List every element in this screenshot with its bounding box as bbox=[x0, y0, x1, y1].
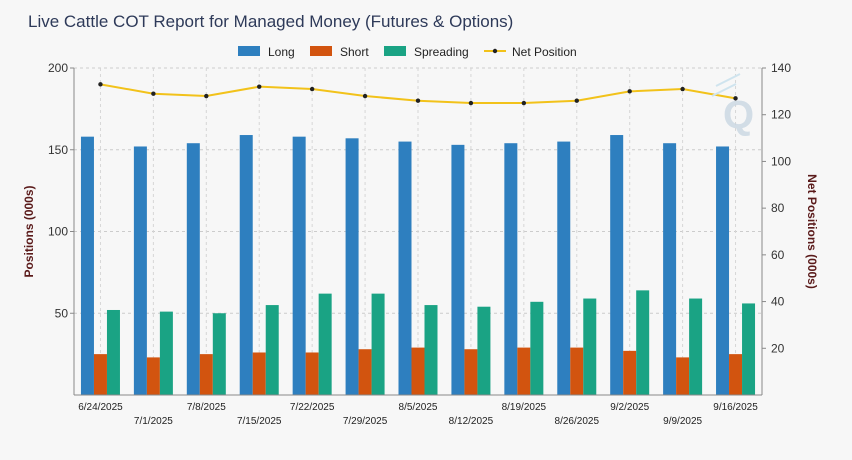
net-position-point bbox=[257, 84, 262, 89]
svg-text:Q: Q bbox=[723, 93, 754, 137]
long-bar bbox=[451, 144, 465, 395]
short-bar bbox=[305, 352, 319, 395]
spreading-bar bbox=[689, 298, 703, 395]
x-tick-label: 8/12/2025 bbox=[449, 416, 494, 427]
left-tick-label: 50 bbox=[55, 306, 69, 320]
short-bar bbox=[676, 357, 690, 395]
right-tick-label: 120 bbox=[771, 108, 791, 122]
x-tick-label: 8/26/2025 bbox=[555, 416, 600, 427]
right-tick-label: 60 bbox=[771, 248, 785, 262]
short-bar bbox=[570, 347, 584, 395]
left-tick-label: 200 bbox=[48, 61, 68, 75]
spreading-bar bbox=[742, 303, 756, 395]
y2-axis-title: Net Positions (000s) bbox=[805, 174, 819, 289]
x-tick-label: 7/1/2025 bbox=[134, 416, 173, 427]
right-tick-label: 40 bbox=[771, 295, 785, 309]
short-bar bbox=[411, 347, 425, 395]
long-bar bbox=[186, 143, 200, 395]
short-bar bbox=[729, 354, 743, 395]
spreading-bar bbox=[212, 313, 226, 395]
x-tick-label: 7/15/2025 bbox=[237, 416, 282, 427]
x-tick-label: 9/2/2025 bbox=[610, 402, 649, 413]
net-position-point bbox=[309, 86, 315, 92]
net-position-point bbox=[627, 89, 632, 94]
net-position-point bbox=[204, 93, 209, 99]
left-tick-label: 150 bbox=[48, 143, 68, 157]
legend-label-long: Long bbox=[268, 45, 295, 59]
right-tick-label: 20 bbox=[771, 341, 785, 355]
spreading-bar bbox=[583, 298, 597, 395]
long-bar bbox=[716, 146, 730, 395]
net-position-point bbox=[521, 100, 527, 106]
short-bar bbox=[517, 347, 531, 395]
net-position-point bbox=[733, 96, 738, 101]
x-tick-label: 8/5/2025 bbox=[399, 402, 438, 413]
y-axis-title: Positions (000s) bbox=[22, 185, 36, 277]
net-position-point bbox=[468, 100, 474, 106]
left-tick-label: 100 bbox=[48, 225, 68, 239]
x-tick-label: 9/9/2025 bbox=[663, 416, 702, 427]
net-position-point bbox=[574, 98, 579, 103]
spreading-bar bbox=[159, 311, 173, 395]
x-tick-label: 9/16/2025 bbox=[713, 402, 758, 413]
watermark-logo: Q bbox=[711, 73, 754, 137]
net-position-point bbox=[151, 91, 156, 96]
short-bar bbox=[146, 357, 160, 395]
right-tick-label: 80 bbox=[771, 201, 785, 215]
legend-swatch-long bbox=[238, 46, 260, 56]
long-bar bbox=[80, 136, 94, 396]
x-tick-label: 7/29/2025 bbox=[343, 416, 388, 427]
short-bar bbox=[623, 350, 637, 395]
short-bar bbox=[252, 352, 266, 395]
long-bar bbox=[398, 141, 412, 395]
long-bar bbox=[557, 141, 571, 395]
chart-title: Live Cattle COT Report for Managed Money… bbox=[28, 12, 514, 31]
right-tick-label: 100 bbox=[771, 154, 791, 168]
long-bar bbox=[133, 146, 147, 395]
spreading-bar bbox=[636, 290, 650, 395]
x-tick-label: 6/24/2025 bbox=[78, 402, 123, 413]
net-position-point bbox=[415, 98, 421, 103]
x-tick-label: 7/22/2025 bbox=[290, 402, 335, 413]
axes: 50 100 150 200 20 40 60 80 100 120 140 6/24/2025 7/1… bbox=[22, 61, 819, 427]
short-bar bbox=[358, 349, 372, 395]
legend-marker-net-position bbox=[492, 48, 498, 54]
spreading-bar bbox=[477, 306, 491, 395]
legend-label-short: Short bbox=[340, 45, 369, 59]
spreading-bar bbox=[424, 305, 438, 395]
bars bbox=[80, 135, 756, 396]
legend-label-net-position: Net Position bbox=[512, 45, 577, 59]
long-bar bbox=[504, 143, 518, 395]
long-bar bbox=[292, 136, 306, 396]
legend-swatch-spreading bbox=[384, 46, 406, 56]
net-position-line bbox=[98, 82, 738, 106]
net-position-point bbox=[680, 86, 685, 92]
net-position-point bbox=[98, 82, 103, 87]
net-position-point bbox=[362, 93, 368, 99]
spreading-bar bbox=[371, 293, 385, 395]
legend-swatch-short bbox=[310, 46, 332, 56]
long-bar bbox=[345, 138, 359, 395]
long-bar bbox=[239, 135, 253, 395]
grid bbox=[74, 67, 762, 395]
short-bar bbox=[464, 349, 478, 395]
x-tick-label: 7/8/2025 bbox=[187, 402, 226, 413]
spreading-bar bbox=[530, 301, 544, 395]
right-tick-label: 140 bbox=[771, 61, 791, 75]
spreading-bar bbox=[318, 293, 332, 395]
legend: Long Short Spreading Net Position bbox=[238, 45, 577, 59]
long-bar bbox=[663, 143, 677, 395]
spreading-bar bbox=[265, 305, 279, 395]
short-bar bbox=[199, 354, 213, 395]
spreading-bar bbox=[106, 309, 120, 395]
x-tick-label: 8/19/2025 bbox=[502, 402, 547, 413]
short-bar bbox=[93, 354, 107, 395]
long-bar bbox=[610, 135, 624, 395]
legend-label-spreading: Spreading bbox=[414, 45, 469, 59]
